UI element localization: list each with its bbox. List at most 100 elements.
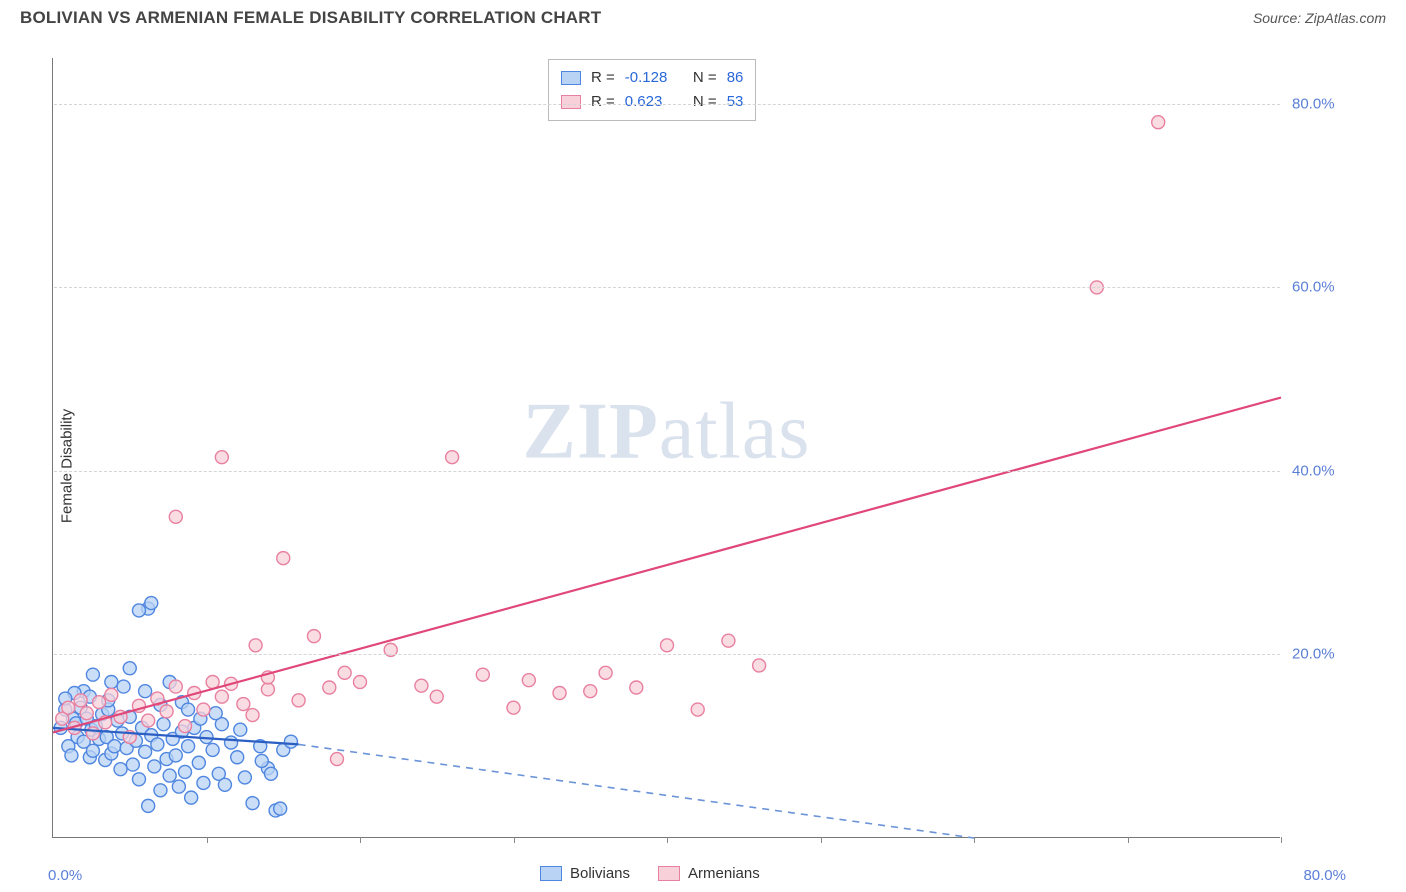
data-point [86, 744, 99, 757]
data-point [197, 703, 210, 716]
gridline-h [54, 104, 1280, 105]
legend-n-label: N = [689, 66, 717, 90]
data-point [160, 705, 173, 718]
legend-r-value: 0.623 [625, 90, 679, 114]
y-tick-label: 60.0% [1292, 279, 1352, 296]
chart-container: Female Disability ZIPatlas R = -0.128 N … [0, 40, 1406, 892]
data-point [197, 776, 210, 789]
data-point [126, 758, 139, 771]
chart-title: BOLIVIAN VS ARMENIAN FEMALE DISABILITY C… [20, 8, 601, 28]
y-tick-label: 40.0% [1292, 462, 1352, 479]
data-point [142, 714, 155, 727]
legend-n-label: N = [689, 90, 717, 114]
data-point [584, 685, 597, 698]
data-point [142, 799, 155, 812]
data-point [182, 740, 195, 753]
gridline-h [54, 471, 1280, 472]
legend-r-label: R = [591, 66, 615, 90]
data-point [522, 674, 535, 687]
data-point [105, 688, 118, 701]
tick-x [667, 837, 668, 843]
data-point [157, 718, 170, 731]
data-point [132, 773, 145, 786]
data-point [145, 597, 158, 610]
data-point [264, 767, 277, 780]
data-point [507, 701, 520, 714]
legend-swatch [561, 95, 581, 109]
data-point [246, 709, 259, 722]
data-point [237, 698, 250, 711]
data-point [238, 771, 251, 784]
data-point [446, 451, 459, 464]
legend-r-value: -0.128 [625, 66, 679, 90]
data-point [215, 451, 228, 464]
data-point [62, 701, 75, 714]
data-point [274, 802, 287, 815]
data-point [154, 784, 167, 797]
data-point [163, 769, 176, 782]
correlation-legend: R = -0.128 N = 86R = 0.623 N = 53 [548, 59, 756, 121]
gridline-h [54, 287, 1280, 288]
data-point [430, 690, 443, 703]
data-point [86, 668, 99, 681]
trend-line [53, 398, 1281, 733]
legend-swatch [540, 866, 562, 881]
data-point [292, 694, 305, 707]
data-point [151, 738, 164, 751]
data-point [179, 765, 192, 778]
data-point [261, 683, 274, 696]
data-point [169, 680, 182, 693]
data-point [246, 797, 259, 810]
data-point [691, 703, 704, 716]
legend-n-value: 53 [727, 90, 744, 114]
legend-n-value: 86 [727, 66, 744, 90]
data-point [209, 707, 222, 720]
data-point [231, 751, 244, 764]
scatter-svg [53, 58, 1280, 837]
tick-x [360, 837, 361, 843]
tick-x [1128, 837, 1129, 843]
data-point [330, 753, 343, 766]
data-point [65, 749, 78, 762]
trend-line [299, 744, 974, 838]
data-point [218, 778, 231, 791]
series-name: Armenians [688, 865, 760, 882]
data-point [169, 749, 182, 762]
data-point [148, 760, 161, 773]
source-label: Source: ZipAtlas.com [1253, 10, 1386, 26]
y-tick-label: 20.0% [1292, 646, 1352, 663]
y-tick-label: 80.0% [1292, 95, 1352, 112]
data-point [249, 639, 262, 652]
data-point [234, 723, 247, 736]
legend-swatch [561, 71, 581, 85]
plot-area: ZIPatlas R = -0.128 N = 86R = 0.623 N = … [52, 58, 1280, 838]
data-point [139, 685, 152, 698]
data-point [117, 680, 130, 693]
data-point [139, 745, 152, 758]
data-point [169, 510, 182, 523]
data-point [86, 727, 99, 740]
data-point [722, 634, 735, 647]
data-point [80, 707, 93, 720]
legend-swatch [658, 866, 680, 881]
data-point [476, 668, 489, 681]
gridline-h [54, 654, 1280, 655]
data-point [93, 696, 106, 709]
data-point [354, 676, 367, 689]
series-legend-item: Armenians [658, 865, 760, 882]
tick-x [974, 837, 975, 843]
data-point [215, 690, 228, 703]
data-point [132, 604, 145, 617]
data-point [630, 681, 643, 694]
data-point [415, 679, 428, 692]
x-max-label: 80.0% [1303, 867, 1346, 884]
tick-x [821, 837, 822, 843]
data-point [225, 736, 238, 749]
data-point [179, 720, 192, 733]
data-point [284, 735, 297, 748]
data-point [661, 639, 674, 652]
data-point [185, 791, 198, 804]
data-point [74, 694, 87, 707]
data-point [753, 659, 766, 672]
data-point [206, 743, 219, 756]
